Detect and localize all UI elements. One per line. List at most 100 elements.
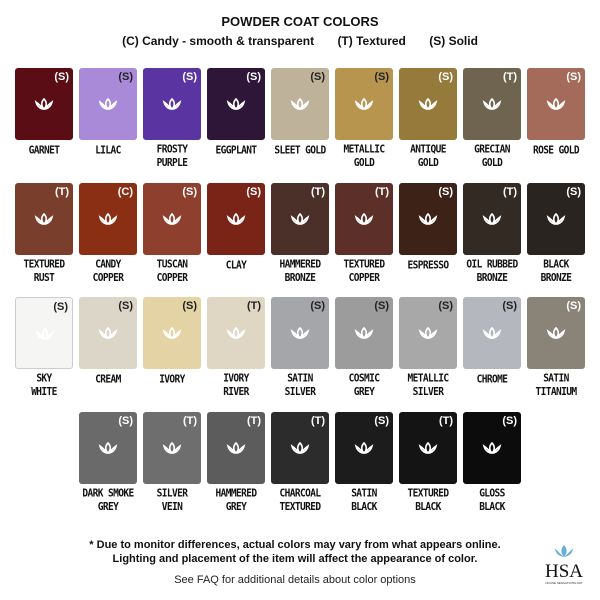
color-swatch[interactable]: (T) bbox=[271, 183, 329, 255]
color-swatch[interactable]: (T) bbox=[463, 183, 521, 255]
lotus-icon bbox=[98, 213, 118, 225]
color-swatch[interactable]: (S) bbox=[271, 68, 329, 140]
color-swatch-item[interactable]: (S) SATIN TITANIUM bbox=[527, 297, 585, 399]
lotus-icon bbox=[418, 98, 438, 110]
color-name: TEXTURED BLACK bbox=[407, 487, 450, 514]
finish-badge: (T) bbox=[182, 415, 197, 427]
color-swatch[interactable]: (T) bbox=[143, 412, 201, 484]
color-swatch[interactable]: (S) bbox=[335, 68, 393, 140]
color-swatch[interactable]: (T) bbox=[271, 412, 329, 484]
color-swatch[interactable]: (T) bbox=[335, 183, 393, 255]
lotus-icon bbox=[34, 98, 54, 110]
logo-subtext: HOUSE SENSATIONS ART bbox=[545, 581, 583, 585]
color-swatch[interactable]: (S) bbox=[79, 68, 137, 140]
color-swatch-item[interactable]: (T) TEXTURED BLACK bbox=[399, 412, 457, 514]
color-swatch[interactable]: (S) bbox=[527, 297, 585, 369]
color-swatch-item[interactable]: (T) CHARCOAL TEXTURED bbox=[271, 412, 329, 514]
color-swatch-item[interactable]: (S) ROSE GOLD bbox=[527, 68, 585, 169]
hsa-logo: HSA HOUSE SENSATIONS ART bbox=[543, 544, 585, 585]
color-swatch-item[interactable]: (S) EGGPLANT bbox=[207, 68, 265, 169]
color-swatch[interactable]: (S) bbox=[207, 68, 265, 140]
logo-text: HSA bbox=[544, 561, 583, 582]
lotus-icon bbox=[546, 98, 566, 110]
color-swatch[interactable]: (S) bbox=[15, 297, 73, 369]
color-swatch[interactable]: (S) bbox=[15, 68, 73, 140]
finish-badge: (S) bbox=[118, 415, 133, 427]
lotus-icon bbox=[162, 327, 182, 339]
lotus-icon bbox=[354, 213, 374, 225]
color-swatch-item[interactable]: (S) CREAM bbox=[79, 297, 137, 398]
finish-badge: (S) bbox=[566, 71, 581, 83]
color-swatch[interactable]: (S) bbox=[399, 297, 457, 369]
color-name: ROSE GOLD bbox=[532, 144, 580, 157]
color-swatch-item[interactable]: (S) LILAC bbox=[79, 68, 137, 169]
color-swatch[interactable]: (S) bbox=[335, 412, 393, 484]
color-name: SILVER VEIN bbox=[156, 487, 188, 514]
finish-badge: (S) bbox=[118, 300, 133, 312]
color-swatch[interactable]: (S) bbox=[527, 183, 585, 255]
color-swatch-item[interactable]: (T) TEXTURED COPPER bbox=[335, 183, 393, 285]
disclaimer: * Due to monitor differences, actual col… bbox=[60, 538, 530, 566]
lotus-icon bbox=[482, 98, 502, 110]
color-swatch[interactable]: (S) bbox=[79, 297, 137, 369]
color-swatch-item[interactable]: (S) DARK SMOKE GREY bbox=[79, 412, 137, 514]
swatch-row: (T) TEXTURED RUST (C) CANDY COPPER (S) T… bbox=[0, 183, 600, 285]
color-swatch-item[interactable]: (S) FROSTY PURPLE bbox=[143, 68, 201, 170]
color-swatch[interactable]: (S) bbox=[527, 68, 585, 140]
color-swatch-item[interactable]: (S) TUSCAN COPPER bbox=[143, 183, 201, 285]
color-swatch-item[interactable]: (T) IVORY RIVER bbox=[207, 297, 265, 399]
color-swatch[interactable]: (S) bbox=[207, 183, 265, 255]
color-name: SATIN BLACK bbox=[351, 487, 377, 514]
finish-badge: (T) bbox=[374, 186, 389, 198]
color-swatch[interactable]: (S) bbox=[143, 68, 201, 140]
color-swatch-item[interactable]: (S) IVORY bbox=[143, 297, 201, 398]
legend-candy: (C) Candy - smooth & transparent bbox=[122, 34, 315, 48]
color-swatch[interactable]: (T) bbox=[15, 183, 73, 255]
finish-badge: (T) bbox=[54, 186, 69, 198]
color-swatch[interactable]: (S) bbox=[399, 183, 457, 255]
color-swatch[interactable]: (S) bbox=[463, 297, 521, 369]
color-swatch-item[interactable]: (S) SATIN SILVER bbox=[271, 297, 329, 399]
color-swatch-item[interactable]: (S) BLACK BRONZE bbox=[527, 183, 585, 285]
lotus-icon bbox=[482, 442, 502, 454]
color-swatch-item[interactable]: (T) OIL RUBBED BRONZE bbox=[463, 183, 521, 285]
finish-badge: (T) bbox=[502, 71, 517, 83]
color-swatch[interactable]: (T) bbox=[399, 412, 457, 484]
color-swatch[interactable]: (S) bbox=[143, 183, 201, 255]
color-name: GRECIAN GOLD bbox=[474, 143, 510, 170]
color-swatch-item[interactable]: (S) CHROME bbox=[463, 297, 521, 398]
color-swatch[interactable]: (S) bbox=[335, 297, 393, 369]
lotus-icon bbox=[162, 213, 182, 225]
color-swatch-item[interactable]: (S) SKY WHITE bbox=[15, 297, 73, 399]
color-swatch-item[interactable]: (T) GRECIAN GOLD bbox=[463, 68, 521, 170]
color-swatch-item[interactable]: (S) ESPRESSO bbox=[399, 183, 457, 284]
color-swatch[interactable]: (T) bbox=[463, 68, 521, 140]
color-swatch[interactable]: (S) bbox=[271, 297, 329, 369]
color-swatch[interactable]: (C) bbox=[79, 183, 137, 255]
color-swatch-item[interactable]: (S) METALLIC GOLD bbox=[335, 68, 393, 170]
color-swatch[interactable]: (S) bbox=[143, 297, 201, 369]
color-swatch[interactable]: (T) bbox=[207, 412, 265, 484]
color-swatch-item[interactable]: (S) SATIN BLACK bbox=[335, 412, 393, 514]
color-swatch-item[interactable]: (T) HAMMERED GREY bbox=[207, 412, 265, 514]
color-swatch[interactable]: (T) bbox=[207, 297, 265, 369]
color-name: GARNET bbox=[28, 144, 60, 157]
color-swatch-item[interactable]: (S) SLEET GOLD bbox=[271, 68, 329, 169]
color-swatch-item[interactable]: (T) HAMMERED BRONZE bbox=[271, 183, 329, 285]
color-swatch-item[interactable]: (T) SILVER VEIN bbox=[143, 412, 201, 514]
lotus-icon bbox=[482, 213, 502, 225]
color-swatch[interactable]: (S) bbox=[399, 68, 457, 140]
lotus-icon bbox=[546, 213, 566, 225]
color-swatch-item[interactable]: (T) TEXTURED RUST bbox=[15, 183, 73, 285]
color-swatch[interactable]: (S) bbox=[463, 412, 521, 484]
color-swatch[interactable]: (S) bbox=[79, 412, 137, 484]
color-swatch-item[interactable]: (S) GLOSS BLACK bbox=[463, 412, 521, 514]
color-name: BLACK BRONZE bbox=[540, 258, 572, 285]
color-swatch-item[interactable]: (S) METALLIC SILVER bbox=[399, 297, 457, 399]
color-swatch-item[interactable]: (S) CLAY bbox=[207, 183, 265, 284]
color-swatch-item[interactable]: (S) ANTIQUE GOLD bbox=[399, 68, 457, 170]
finish-badge: (T) bbox=[310, 415, 325, 427]
color-swatch-item[interactable]: (C) CANDY COPPER bbox=[79, 183, 137, 285]
color-swatch-item[interactable]: (S) GARNET bbox=[15, 68, 73, 169]
color-swatch-item[interactable]: (S) COSMIC GREY bbox=[335, 297, 393, 399]
